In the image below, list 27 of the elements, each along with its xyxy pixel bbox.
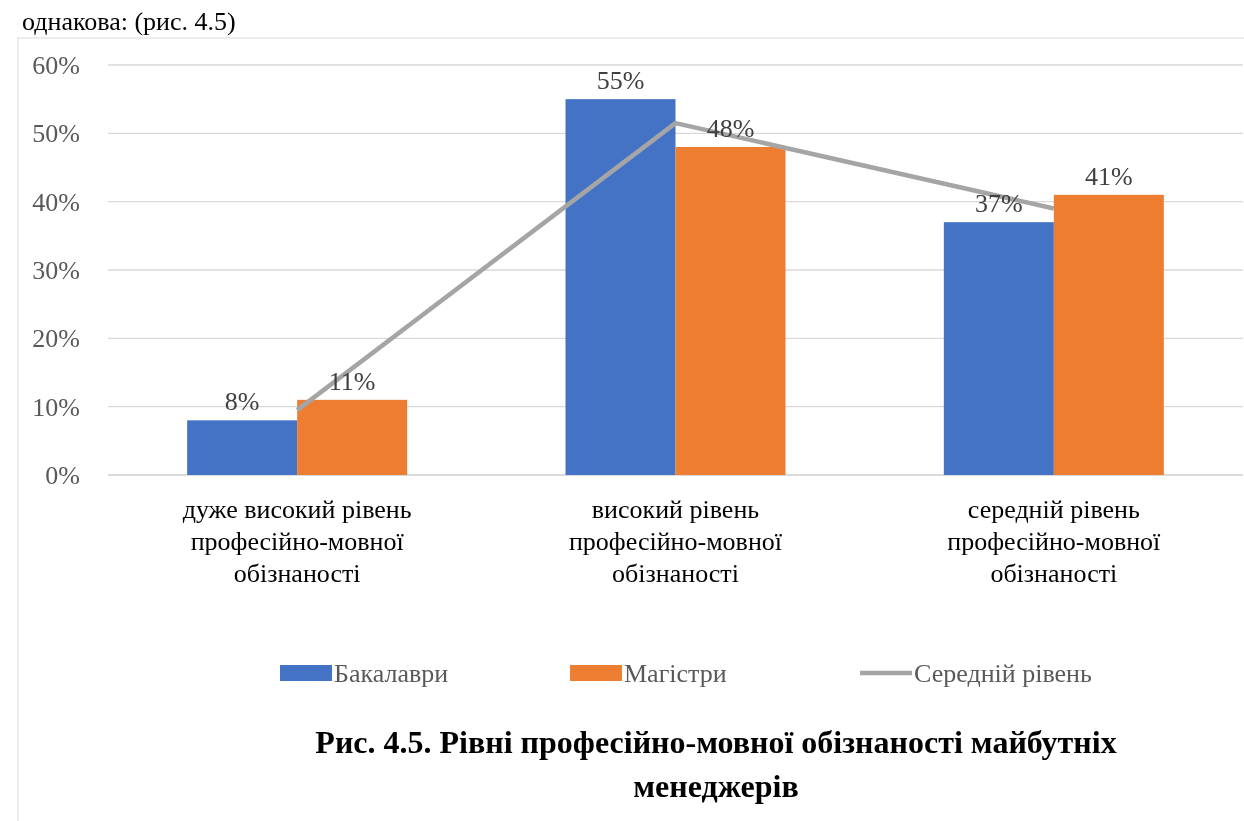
y-tick-label: 0% [45,461,80,491]
data-label: 48% [706,114,755,143]
x-tick-label: середній рівень професійно-мовної обізнаності [947,495,1162,588]
data-label: 37% [975,189,1023,219]
y-tick-label: 10% [32,392,80,422]
text: однакова: (рис. 4.5) [22,7,236,36]
x-tick-label: дуже високий рівень професійно-мовної обізнаності [182,495,412,588]
y-tick-label: 40% [32,187,80,217]
data-label: 41% [1085,161,1133,191]
bar [943,222,1054,475]
bar [1053,194,1164,475]
y-tick-label: 50% [32,119,80,149]
legend-label: Бакалаври [334,659,449,689]
data-label: 11% [328,366,376,396]
data-label: 8% [224,387,260,417]
y-tick-label: 30% [32,256,80,286]
text: Рис. 4.5. Рівні професійно-мовної обізнаності майбутніх менеджерів [315,724,1117,804]
bar [297,399,408,475]
bar [187,420,298,475]
data-label: 55% [596,66,645,96]
bar [565,99,676,475]
legend-label: Середній рівень [914,659,1092,689]
legend-label: Магістри [624,659,727,689]
bar [675,147,786,475]
y-tick-label: 60% [32,51,80,81]
x-tick-label: високий рівень професійно-мовної обізнаності [568,495,783,588]
y-tick-label: 20% [32,324,80,354]
